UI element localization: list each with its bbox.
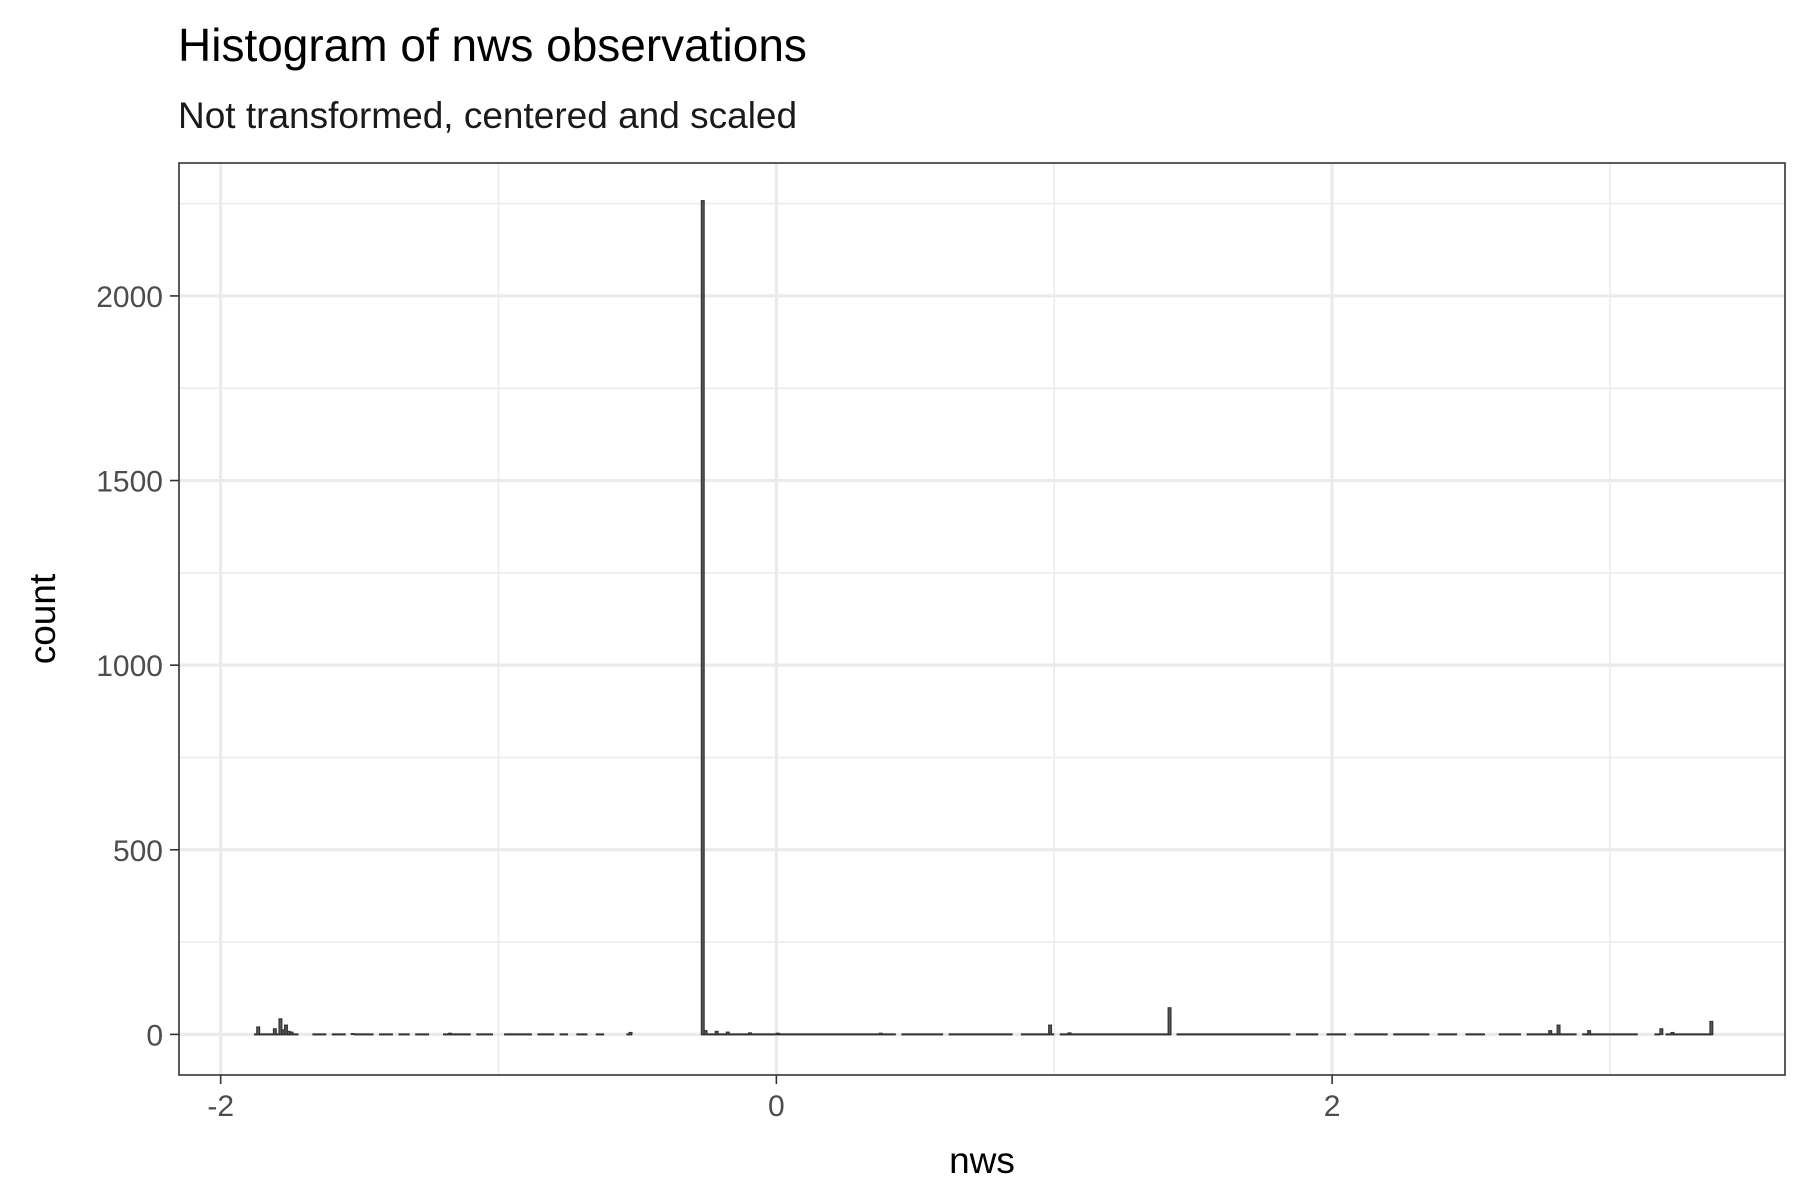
histogram-bars [254,200,1714,1036]
histogram-bar [1048,1024,1053,1035]
plot-panel-border [178,162,1786,1076]
histogram-bar [272,1028,277,1035]
y-tick-label: 1000 [96,650,163,683]
histogram-bar [278,1018,283,1035]
histogram-bar [1709,1020,1714,1035]
x-tick-label: 0 [768,1090,785,1123]
histogram-bar [628,1031,633,1035]
histogram-bar [1548,1030,1553,1035]
histogram-bar [714,1030,719,1035]
minor-gridlines [179,163,1785,1075]
chart-title: Histogram of nws observations [178,19,807,71]
histogram-bar [725,1031,730,1035]
histogram-bar [878,1032,883,1035]
histogram-bar [447,1032,452,1035]
histogram-bar [775,1032,780,1035]
histogram-bar [289,1031,294,1035]
histogram-bar [1067,1032,1072,1035]
histogram-bar [1587,1030,1592,1035]
y-tick-label: 500 [113,835,163,868]
histogram-bar [256,1026,261,1035]
histogram-bar [1670,1031,1675,1035]
y-tick-label: 0 [146,1019,163,1052]
y-axis-label: count [22,573,63,664]
histogram-bar [283,1024,288,1035]
x-axis-label: nws [949,1140,1015,1181]
x-axis: -2 0 2 [207,1075,1340,1123]
plot-panel [179,163,1785,1075]
histogram-bar [1167,1007,1172,1035]
histogram-bar [350,1033,355,1035]
x-tick-label: -2 [207,1090,234,1123]
y-tick-label: 1500 [96,466,163,499]
y-axis: 0 500 1000 1500 2000 [96,281,179,1052]
x-tick-label: 2 [1324,1090,1341,1123]
y-tick-label: 2000 [96,281,163,314]
histogram-bar [748,1032,752,1035]
histogram-bar [703,1030,708,1035]
histogram-bar [1659,1028,1664,1035]
chart-subtitle: Not transformed, centered and scaled [178,95,797,136]
histogram-bar [700,200,705,1035]
histogram-bar [1556,1024,1561,1035]
